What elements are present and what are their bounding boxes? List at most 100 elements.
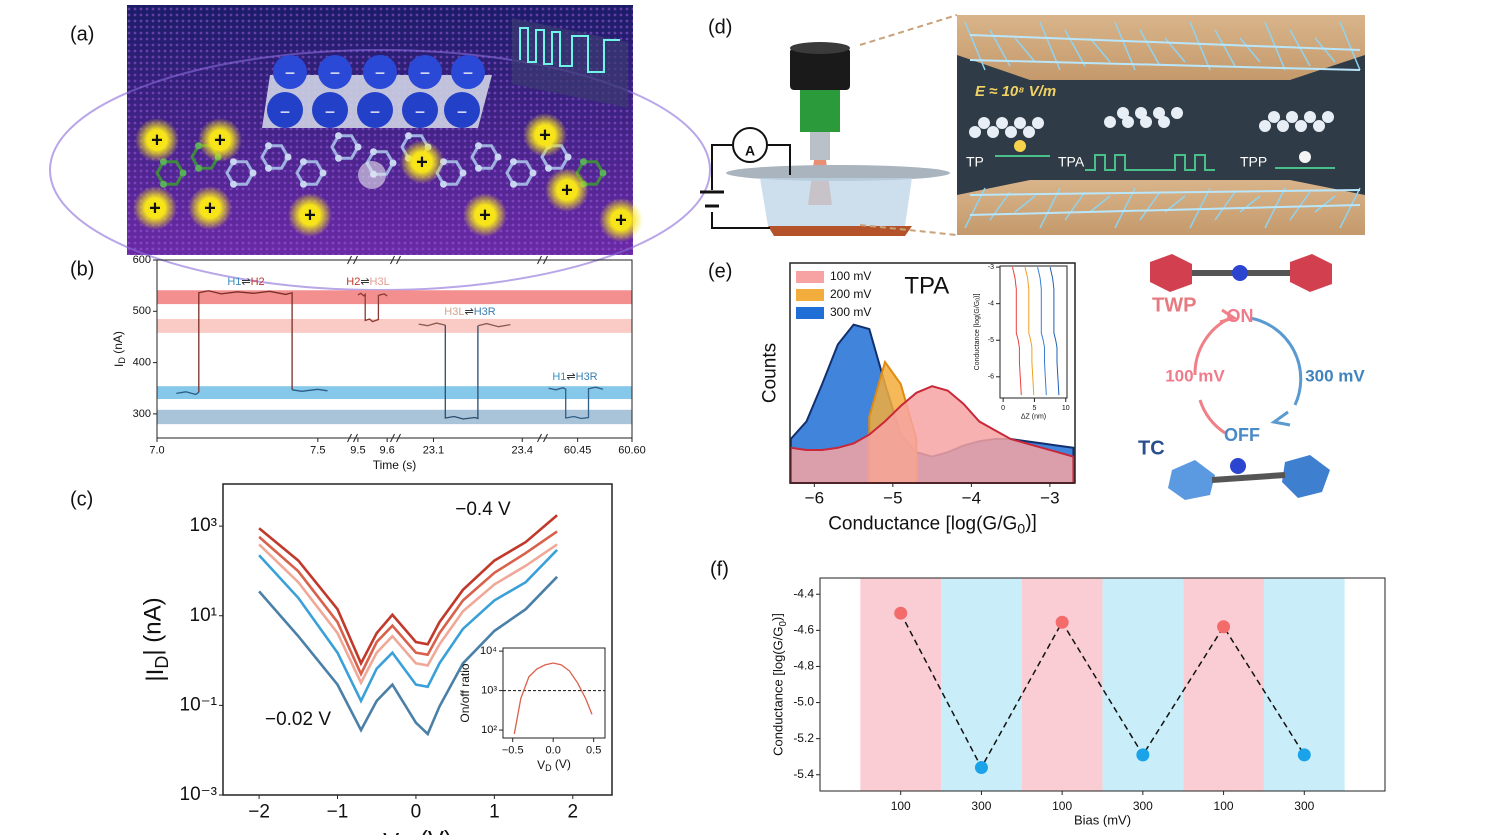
level-band bbox=[157, 409, 632, 425]
legend-label: 200 mV bbox=[830, 287, 871, 301]
y-axis-label-part: 0 bbox=[778, 621, 789, 627]
illustration-d: (d) A E ≈ 10⁸ V/m TP TPA TPP bbox=[700, 14, 1365, 236]
y-axis-label: On/off ratio bbox=[458, 663, 472, 722]
atom bbox=[459, 169, 467, 177]
gate-charge bbox=[318, 55, 352, 89]
atom bbox=[354, 143, 362, 151]
arrow-head bbox=[1270, 410, 1291, 427]
panel-label: (f) bbox=[710, 558, 729, 580]
objective-ring bbox=[800, 90, 840, 132]
charge-sign: + bbox=[539, 124, 551, 146]
y-tick-label: 600 bbox=[133, 254, 151, 266]
bond bbox=[1211, 472, 1286, 483]
x-axis-label: ΔZ (nm) bbox=[1021, 414, 1046, 421]
y-tick-label: 10³ bbox=[481, 685, 497, 697]
plot-frame bbox=[502, 647, 606, 739]
x-axis-label: VD (V) bbox=[537, 757, 571, 773]
atom bbox=[494, 153, 502, 161]
axis-break bbox=[537, 255, 542, 265]
ion-cluster bbox=[358, 161, 386, 189]
atom bbox=[265, 142, 272, 150]
center-atom bbox=[1230, 458, 1246, 474]
category-band bbox=[1183, 578, 1264, 791]
series-line bbox=[258, 514, 558, 667]
y-axis-label: |ID| (nA) bbox=[140, 597, 172, 681]
y-axis-label-part: )] bbox=[973, 294, 980, 298]
axis-break bbox=[390, 433, 395, 443]
charge-sign: + bbox=[151, 129, 163, 151]
charge-sign: + bbox=[149, 197, 161, 219]
atom bbox=[300, 180, 307, 188]
molecule-atom bbox=[1005, 126, 1017, 138]
plot-frame bbox=[789, 262, 1076, 484]
bias-label: 300 mV bbox=[1305, 366, 1365, 385]
plot-frame bbox=[819, 577, 1386, 792]
graphene-layer bbox=[1114, 21, 1136, 71]
atom bbox=[510, 158, 517, 166]
x-axis-label-part: 0 bbox=[1017, 521, 1025, 537]
axis-break bbox=[353, 255, 358, 265]
objective-top bbox=[790, 42, 850, 54]
gate-charge bbox=[444, 92, 480, 128]
molecule-atom bbox=[1268, 111, 1280, 123]
atom bbox=[179, 169, 187, 177]
x-tick-label: 7.0 bbox=[149, 445, 164, 457]
x-axis-label: Time (s) bbox=[373, 458, 417, 472]
dielectric-edge bbox=[49, 49, 711, 291]
state-label: TPA bbox=[1058, 154, 1085, 170]
zoom-line bbox=[859, 14, 958, 46]
annotation-part: ⇌ bbox=[566, 371, 575, 383]
stage bbox=[726, 165, 950, 181]
y-axis-label-part: D bbox=[118, 357, 128, 364]
charge-sign: − bbox=[415, 102, 426, 122]
x-axis-label-part: (V) bbox=[552, 757, 571, 771]
annotation: H3L⇌H3R bbox=[444, 306, 495, 318]
series-line bbox=[258, 575, 559, 737]
connector-line bbox=[900, 612, 1305, 770]
state-label: TWP bbox=[1152, 294, 1196, 316]
axis-break bbox=[347, 255, 352, 265]
annotation-part: H2 bbox=[251, 276, 265, 288]
x-tick-label: 100 bbox=[1052, 799, 1072, 813]
panel-label: (e) bbox=[708, 260, 732, 282]
atom bbox=[300, 158, 307, 166]
annotation-part: H3R bbox=[474, 306, 496, 318]
graphene-layer bbox=[1239, 195, 1261, 213]
x-tick-label: 0.5 bbox=[586, 745, 601, 757]
x-tick-label: 300 bbox=[1133, 799, 1153, 813]
atom bbox=[564, 153, 572, 161]
ion-glow bbox=[400, 140, 444, 184]
x-tick-label: 7.5 bbox=[310, 445, 325, 457]
series-line bbox=[1024, 266, 1035, 396]
annotation-part: ⇌ bbox=[464, 306, 473, 318]
atom bbox=[475, 164, 482, 172]
axis-break bbox=[396, 433, 401, 443]
molecule-atom bbox=[1014, 117, 1026, 129]
charge-sign: + bbox=[416, 151, 428, 173]
x-tick-label: 100 bbox=[1214, 799, 1234, 813]
ion-glow bbox=[599, 198, 643, 242]
graphene-layer bbox=[969, 189, 1361, 196]
series-line bbox=[1049, 266, 1060, 396]
y-tick-label: -3 bbox=[988, 264, 994, 271]
objective-lens bbox=[810, 132, 830, 160]
annotation-part: H1 bbox=[227, 276, 241, 288]
charge-sign: + bbox=[561, 179, 573, 201]
y-axis-label: Conductance [log(G/G0)] bbox=[770, 613, 789, 756]
x-axis-label-part: Conductance [log(G/G bbox=[828, 514, 1017, 535]
data-point bbox=[1217, 620, 1231, 634]
molecule-atom bbox=[987, 126, 999, 138]
y-tick-label: 10⁻¹ bbox=[180, 694, 218, 715]
charge-sign: + bbox=[615, 209, 627, 231]
charge-sign: − bbox=[325, 102, 336, 122]
series-line bbox=[444, 325, 479, 420]
panel-label: (c) bbox=[70, 488, 93, 510]
atom bbox=[195, 164, 202, 172]
graphene-layer bbox=[1089, 195, 1111, 213]
switching-scheme: TWP ON 100 mV 300 mV OFF TC bbox=[1138, 254, 1365, 500]
bias-label: 100 mV bbox=[1165, 366, 1225, 385]
annotation-part: ⇌ bbox=[241, 276, 250, 288]
molecule-atom bbox=[1259, 120, 1271, 132]
series-line bbox=[477, 322, 511, 328]
